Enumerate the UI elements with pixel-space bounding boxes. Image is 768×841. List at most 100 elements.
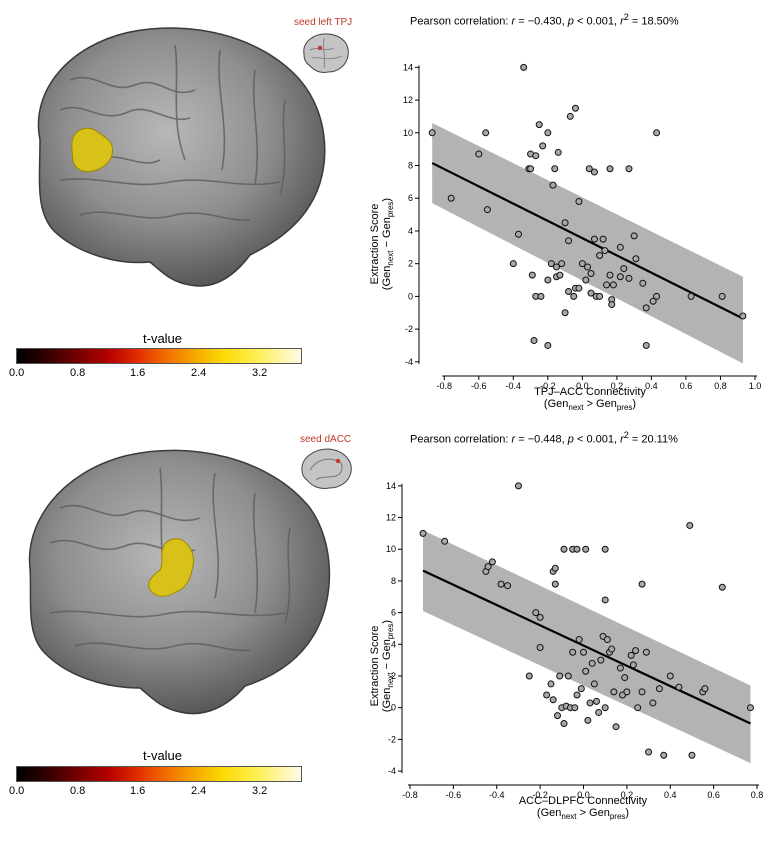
data-point [544, 276, 552, 284]
stat-title: Pearson correlation: r = −0.448, p < 0.0… [410, 430, 678, 446]
colorbar-tick: 2.4 [191, 367, 207, 379]
data-point [666, 672, 674, 680]
data-point [584, 716, 592, 724]
data-point [528, 271, 536, 279]
colorbar-tick: 0.8 [70, 785, 86, 797]
x-tick-label: 1.0 [749, 381, 762, 391]
data-point [514, 230, 522, 238]
data-point [509, 260, 517, 268]
data-point [554, 148, 562, 156]
data-point [504, 582, 512, 590]
colorbar-tick: 0.0 [9, 785, 25, 797]
data-point [588, 659, 596, 667]
y-axis-sublabel: (Gennext − Genpres) [381, 198, 395, 290]
data-point [428, 129, 436, 137]
data-point [746, 704, 754, 712]
data-point [520, 63, 528, 71]
colorbar-tick: 0.8 [70, 367, 86, 379]
data-point [566, 112, 574, 120]
data-point [556, 672, 564, 680]
data-point [603, 636, 611, 644]
data-point [575, 636, 583, 644]
data-point [551, 580, 559, 588]
data-point [530, 337, 538, 345]
data-point [629, 661, 637, 669]
x-axis-label: TPJ–ACC Connectivity [534, 386, 646, 398]
data-point [606, 165, 614, 173]
plot-area [428, 63, 747, 364]
data-point [645, 748, 653, 756]
data-point [688, 751, 696, 759]
data-point [642, 648, 650, 656]
data-point [653, 129, 661, 137]
y-axis-sublabel: (Gennext − Genpres) [381, 620, 395, 712]
data-point [739, 312, 747, 320]
scatter-chart: Extraction Score (Gennext − Genpres) ACC… [369, 481, 763, 821]
data-point [620, 265, 628, 273]
x-tick-label: -0.2 [532, 790, 548, 800]
data-point [539, 142, 547, 150]
stat-title: Pearson correlation: r = −0.430, p < 0.0… [410, 12, 679, 28]
data-point [551, 165, 559, 173]
x-tick-label: 0.4 [664, 790, 677, 800]
y-tick-label: 6 [408, 193, 413, 203]
data-point [419, 529, 427, 537]
seed-label: seed left TPJ [294, 17, 353, 28]
data-point [590, 168, 598, 176]
x-tick-label: -0.6 [446, 790, 462, 800]
data-point [580, 648, 587, 656]
data-point [536, 613, 544, 621]
seed-label: seed dACC [300, 434, 352, 445]
x-tick-label: -0.6 [471, 381, 487, 391]
data-point [536, 643, 544, 651]
data-point [543, 691, 551, 699]
data-point [578, 260, 586, 268]
data-point [552, 263, 560, 271]
colorbar-title: t-value [143, 331, 183, 346]
confidence-band [432, 122, 743, 364]
data-point [582, 276, 590, 284]
data-point [653, 292, 661, 300]
data-point [573, 691, 581, 699]
data-point [569, 648, 577, 656]
y-tick-label: 0 [408, 291, 413, 301]
y-tick-label: 8 [391, 576, 396, 586]
data-point [632, 255, 640, 263]
colorbar-tick: 0.0 [9, 367, 25, 379]
data-point [560, 720, 568, 728]
x-tick-label: 0.0 [576, 381, 589, 391]
plot-area [419, 482, 754, 764]
y-tick-label: 0 [391, 703, 396, 713]
data-point [616, 243, 624, 251]
data-point [560, 545, 568, 553]
data-point [565, 287, 573, 295]
y-tick-label: -4 [405, 357, 413, 367]
data-point [649, 699, 657, 707]
data-point [593, 697, 601, 705]
data-point [514, 482, 522, 490]
data-point [601, 596, 609, 604]
x-tick-label: -0.4 [506, 381, 522, 391]
data-point [482, 129, 490, 137]
data-point [483, 206, 491, 214]
y-tick-label: 14 [386, 481, 396, 491]
brain-render-dacc [28, 449, 331, 715]
data-point [610, 688, 618, 696]
y-tick-label: 10 [403, 128, 413, 138]
y-tick-label: 8 [408, 161, 413, 171]
colorbar-tick: 2.4 [191, 785, 207, 797]
data-point [535, 121, 543, 129]
data-point [687, 292, 695, 300]
data-point [597, 656, 605, 664]
x-tick-label: -0.2 [540, 381, 556, 391]
data-point [660, 751, 668, 759]
x-tick-label: -0.4 [489, 790, 505, 800]
data-point [587, 269, 595, 277]
y-tick-label: -2 [388, 734, 396, 744]
x-tick-label: -0.8 [402, 790, 418, 800]
data-point [639, 279, 647, 287]
brain-render-tpj [37, 27, 326, 287]
data-point [634, 704, 642, 712]
data-point [577, 685, 585, 693]
data-point [638, 580, 646, 588]
